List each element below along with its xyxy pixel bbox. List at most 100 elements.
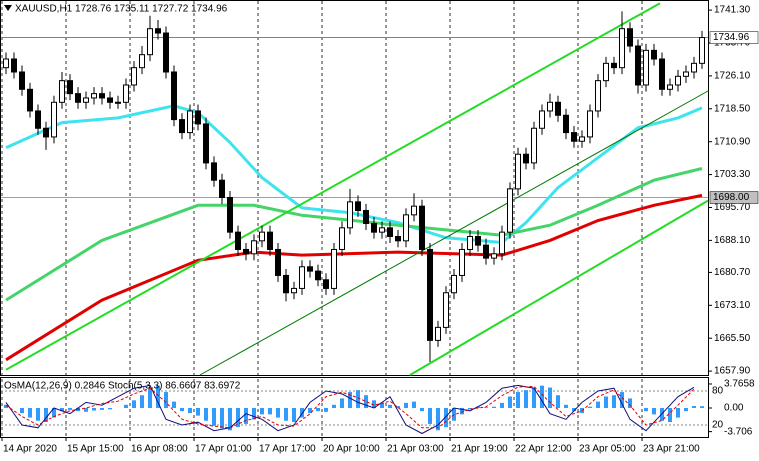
osma-bar [596,401,600,408]
osma-bar [44,407,48,423]
main-panel [0,0,709,376]
candle-body [555,101,561,116]
osma-bar [476,406,480,408]
y-tick-label: 1665.50 [714,333,751,344]
osma-bar [100,407,104,410]
x-tick-label: 17 Apr 17:00 [259,444,316,455]
candle-body [235,231,241,250]
candle-body [59,80,65,103]
osma-bar [292,407,296,423]
candle-body [35,110,41,129]
osma-bar [516,392,520,408]
candle-body [283,274,289,294]
x-tick-label: 21 Apr 03:00 [387,444,444,455]
candle-body [291,287,297,294]
candle-body [115,101,121,104]
osma-bar [628,398,632,408]
osma-bar [340,398,344,408]
y-tick-label: 1673.10 [714,300,751,311]
price-label: 1698.00 [713,192,750,203]
candle-body [611,62,617,69]
osma-bar [412,401,416,408]
candle-body [587,110,593,138]
candle-body [451,274,457,294]
candle-body [259,231,265,242]
osma-bar [508,396,512,408]
candle-body [411,205,417,216]
candle-body [11,58,17,73]
candle-body [483,244,489,259]
main-plot [1,2,709,376]
menu-icon[interactable] [4,5,12,11]
candle-body [515,153,521,190]
osma-bar [108,407,112,410]
osma-bar [308,407,312,414]
osma-bar [28,407,32,418]
candle-body [187,110,193,134]
osma-bar [348,392,352,408]
osma-bar [244,407,248,424]
candle-body [635,45,641,86]
osma-bar [676,407,680,418]
candle-body [211,162,217,181]
osma-bar [332,404,336,408]
candle-body [363,210,369,224]
y-tick-label: 1680.70 [714,267,751,278]
osma-bar [180,407,184,412]
candle-body [3,58,9,69]
candle-body [443,292,449,328]
y2-tick-label: 20 [712,420,724,431]
candle-body [643,49,649,86]
osma-bar [524,390,528,408]
candle-body [403,214,409,242]
osma-bar [284,407,288,421]
osma-bar [324,407,328,412]
y-tick-label: 1703.30 [714,169,751,180]
osma-bar [604,396,608,408]
candle-body [27,88,33,112]
moving-average [5,167,703,302]
candle-body [99,93,105,99]
candle-body [467,235,473,250]
osma-bar [252,407,256,420]
osma-bar [188,407,192,414]
osma-bar [364,395,368,408]
moving-average [5,193,703,362]
stochastic-line [5,385,695,429]
osma-bar [268,407,272,415]
candle-body [539,110,545,129]
y-tick-label: 0.00 [724,403,744,414]
candle-body [355,201,361,212]
candle-body [299,266,305,289]
osma-bar [700,406,704,408]
osma-bar [84,407,88,412]
osma-bar [228,407,232,431]
candle-body [243,248,249,255]
osma-bar [612,395,616,408]
candle-body [699,37,705,64]
osma-bar [92,407,96,411]
osma-bar [652,407,656,415]
candle-body [51,101,57,138]
osma-bar [60,407,64,412]
candle-body [19,71,25,90]
osma-bar [436,407,440,431]
x-tick-label: 20 Apr 10:00 [323,444,380,455]
osma-bar [532,387,536,408]
candle-body [179,119,185,134]
candle-body [147,28,153,56]
price-label: 1734.96 [713,32,750,43]
candle-body [67,80,73,95]
candle-body [347,201,353,229]
oscillator-title: OsMA(12,26,9) 0.2846 Stoch(5,3,3) 86.660… [4,381,241,392]
osma-bar [316,407,320,412]
candle-body [91,93,97,99]
candle-body [579,136,585,142]
candle-body [691,62,697,73]
osma-bar [68,407,72,410]
candle-body [387,227,393,237]
y-tick-label: 1741.30 [714,5,751,16]
y2-tick-label: 80 [712,386,724,397]
osma-bar [140,395,144,408]
